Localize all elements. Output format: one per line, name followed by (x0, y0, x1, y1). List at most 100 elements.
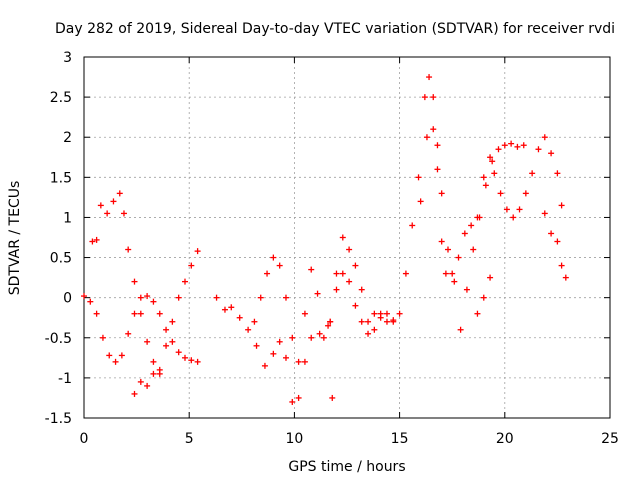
data-point (295, 394, 302, 401)
data-point (245, 326, 252, 333)
x-tick-label: 5 (185, 431, 194, 447)
data-point (308, 334, 315, 341)
y-tick-label: 2.5 (50, 90, 72, 106)
data-point (346, 278, 353, 285)
data-point (194, 248, 201, 255)
data-point (396, 310, 403, 317)
data-point (144, 293, 151, 300)
data-point (253, 342, 260, 349)
data-point (89, 238, 96, 245)
data-point (270, 254, 277, 261)
data-point (476, 214, 483, 221)
data-point (463, 286, 470, 293)
data-point (383, 318, 390, 325)
data-point (489, 158, 496, 165)
data-point (442, 270, 449, 277)
data-point (144, 338, 151, 345)
data-point (415, 174, 422, 181)
data-point (125, 246, 132, 253)
grid (84, 57, 610, 418)
axis-ticks: 0 5 10 15 20 25 -1.5 -1 -0.5 0 0.5 1 1.5 2 2.5 3 (45, 50, 619, 447)
data-point (548, 150, 555, 157)
data-point (181, 278, 188, 285)
x-tick-label: 0 (80, 431, 89, 447)
data-point (228, 304, 235, 311)
data-point (251, 318, 258, 325)
y-tick-label: 1.5 (50, 170, 72, 186)
data-point (501, 142, 508, 149)
data-point (365, 330, 372, 337)
data-point (474, 310, 481, 317)
data-point (87, 298, 94, 305)
data-point (377, 314, 384, 321)
data-point (188, 262, 195, 269)
data-point (131, 278, 138, 285)
y-tick-label: 3 (63, 50, 72, 66)
data-point (346, 246, 353, 253)
data-point (426, 74, 433, 81)
data-point (150, 298, 157, 305)
y-tick-label: -0.5 (45, 331, 72, 347)
data-point (371, 310, 378, 317)
data-point (520, 142, 527, 149)
data-point (329, 394, 336, 401)
data-point (316, 330, 323, 337)
data-point (137, 378, 144, 385)
y-tick-label: 1 (63, 210, 72, 226)
data-point (514, 143, 521, 150)
data-point (270, 350, 277, 357)
x-axis-label: GPS time / hours (288, 459, 405, 475)
data-point (110, 198, 117, 205)
y-tick-label: -1 (58, 371, 72, 387)
data-point (257, 294, 264, 301)
data-point (438, 190, 445, 197)
data-point (497, 190, 504, 197)
data-point (438, 238, 445, 245)
data-point (482, 182, 489, 189)
data-point (529, 170, 536, 177)
data-point (144, 382, 151, 389)
data-point (554, 238, 561, 245)
x-tick-label: 10 (285, 431, 303, 447)
data-point (276, 262, 283, 269)
data-point (181, 354, 188, 361)
data-point (430, 94, 437, 101)
y-tick-label: -1.5 (45, 411, 72, 427)
data-point (365, 318, 372, 325)
data-point (333, 270, 340, 277)
data-point (104, 210, 111, 217)
data-point (480, 294, 487, 301)
data-point (430, 126, 437, 133)
data-point (282, 354, 289, 361)
data-point (295, 358, 302, 365)
data-point (333, 286, 340, 293)
data-point (125, 330, 132, 337)
data-point (487, 274, 494, 281)
data-point (131, 310, 138, 317)
data-point (554, 170, 561, 177)
data-point (137, 310, 144, 317)
data-point (314, 290, 321, 297)
data-point (118, 352, 125, 359)
data-point (371, 326, 378, 333)
data-point (175, 294, 182, 301)
data-point (541, 210, 548, 217)
data-point (434, 142, 441, 149)
data-point (97, 202, 104, 209)
data-point (352, 302, 359, 309)
data-point (116, 190, 123, 197)
data-point (327, 318, 334, 325)
data-point (522, 190, 529, 197)
data-point (194, 358, 201, 365)
data-point (289, 334, 296, 341)
data-point (169, 318, 176, 325)
data-point (352, 262, 359, 269)
data-point (358, 318, 365, 325)
data-point (106, 352, 113, 359)
data-point (93, 236, 100, 243)
data-point (562, 274, 569, 281)
data-point (289, 398, 296, 405)
data-point (503, 206, 510, 213)
data-point (264, 270, 271, 277)
data-point (451, 278, 458, 285)
